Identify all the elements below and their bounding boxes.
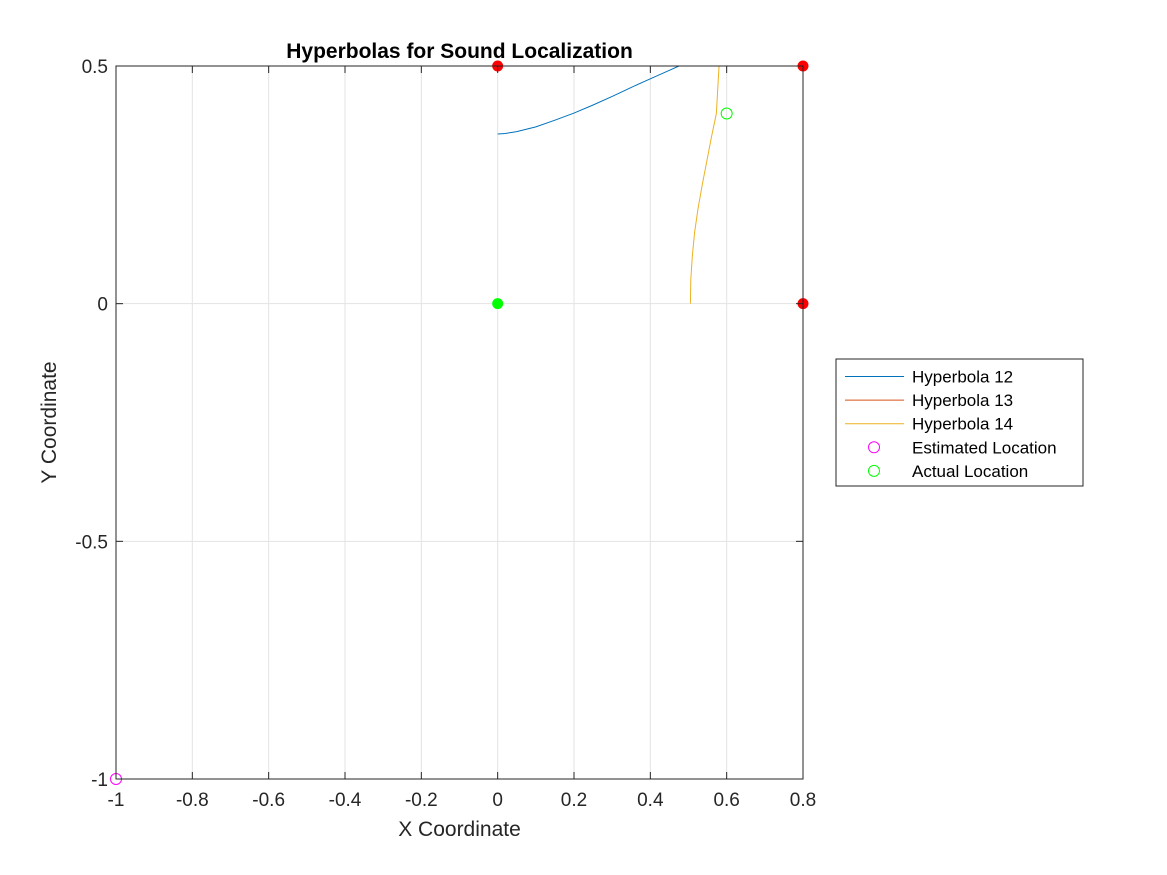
y-tick-label: 0 bbox=[97, 295, 108, 316]
y-tick-label: -1 bbox=[91, 770, 108, 791]
x-tick-label: -0.6 bbox=[252, 790, 285, 811]
axes-box bbox=[115, 65, 804, 780]
x-axis-label: X Coordinate bbox=[398, 818, 521, 841]
x-tick-label: 0.8 bbox=[790, 790, 816, 811]
legend-box bbox=[835, 358, 1084, 487]
x-tick-label: -0.2 bbox=[405, 790, 438, 811]
legend-label-actual-location: Actual Location bbox=[912, 462, 1028, 481]
legend-swatch-estimated-location bbox=[868, 441, 880, 454]
legend-label-estimated-location: Estimated Location bbox=[912, 438, 1057, 457]
reference-point bbox=[492, 298, 504, 310]
marker-actual-location bbox=[720, 107, 733, 120]
x-tick-label: -1 bbox=[108, 790, 125, 811]
series-line-hyperbola-14 bbox=[689, 65, 720, 304]
series-layer bbox=[110, 65, 733, 785]
legend-label-hyperbola-13: Hyperbola 13 bbox=[912, 391, 1013, 410]
x-tick-label: 0.4 bbox=[637, 790, 664, 811]
y-tick-label: -0.5 bbox=[75, 532, 108, 553]
x-tick-label: 0.2 bbox=[561, 790, 587, 811]
x-tick-label: 0.6 bbox=[713, 790, 739, 811]
legend-label-hyperbola-12: Hyperbola 12 bbox=[912, 368, 1013, 387]
x-tick-label: -0.4 bbox=[329, 790, 362, 811]
legend-label-hyperbola-14: Hyperbola 14 bbox=[912, 415, 1013, 434]
series-line-hyperbola-12 bbox=[497, 65, 680, 135]
legend-swatch-actual-location bbox=[868, 464, 880, 477]
x-tick-label: -0.8 bbox=[176, 790, 209, 811]
x-tick-label: 0 bbox=[492, 790, 503, 811]
chart-title: Hyperbolas for Sound Localization bbox=[286, 40, 633, 63]
plot-area: -1 -0.8 -0.6 -0.4 -0.2 0 0.2 0.4 0.6 0.8 -1 -0.5 0 0.… bbox=[75, 57, 816, 811]
legend: Hyperbola 12 Hyperbola 13 Hyperbola 14 Esti… bbox=[835, 358, 1084, 487]
ticks: -1 -0.8 -0.6 -0.4 -0.2 0 0.2 0.4 0.6 0.8 -1 -0.5 0 0.… bbox=[75, 57, 816, 811]
axes-background bbox=[116, 66, 803, 779]
y-axis-label: Y Coordinate bbox=[38, 361, 61, 483]
y-tick-label: 0.5 bbox=[82, 57, 108, 78]
